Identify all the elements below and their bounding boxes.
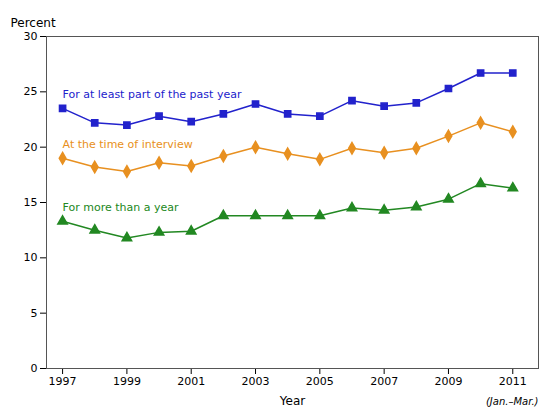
- svg-text:At the time of interview: At the time of interview: [63, 138, 193, 151]
- svg-text:5: 5: [31, 307, 38, 320]
- svg-text:Percent: Percent: [11, 16, 56, 30]
- svg-text:2009: 2009: [434, 375, 462, 388]
- svg-text:For more than a year: For more than a year: [63, 201, 179, 214]
- svg-text:(Jan.–Mar.): (Jan.–Mar.): [486, 396, 539, 407]
- svg-text:For at least part of the past: For at least part of the past year: [63, 88, 242, 101]
- svg-text:20: 20: [24, 141, 38, 154]
- svg-text:2007: 2007: [370, 375, 398, 388]
- svg-text:30: 30: [24, 30, 38, 43]
- svg-text:25: 25: [24, 85, 38, 98]
- svg-text:0: 0: [31, 362, 38, 375]
- svg-text:1999: 1999: [113, 375, 141, 388]
- svg-text:2001: 2001: [177, 375, 205, 388]
- svg-text:Year: Year: [279, 394, 305, 408]
- svg-text:10: 10: [24, 251, 38, 264]
- svg-text:2005: 2005: [306, 375, 334, 388]
- svg-text:2003: 2003: [242, 375, 270, 388]
- svg-text:1997: 1997: [49, 375, 77, 388]
- svg-text:2011: 2011: [499, 375, 527, 388]
- svg-text:15: 15: [24, 196, 38, 209]
